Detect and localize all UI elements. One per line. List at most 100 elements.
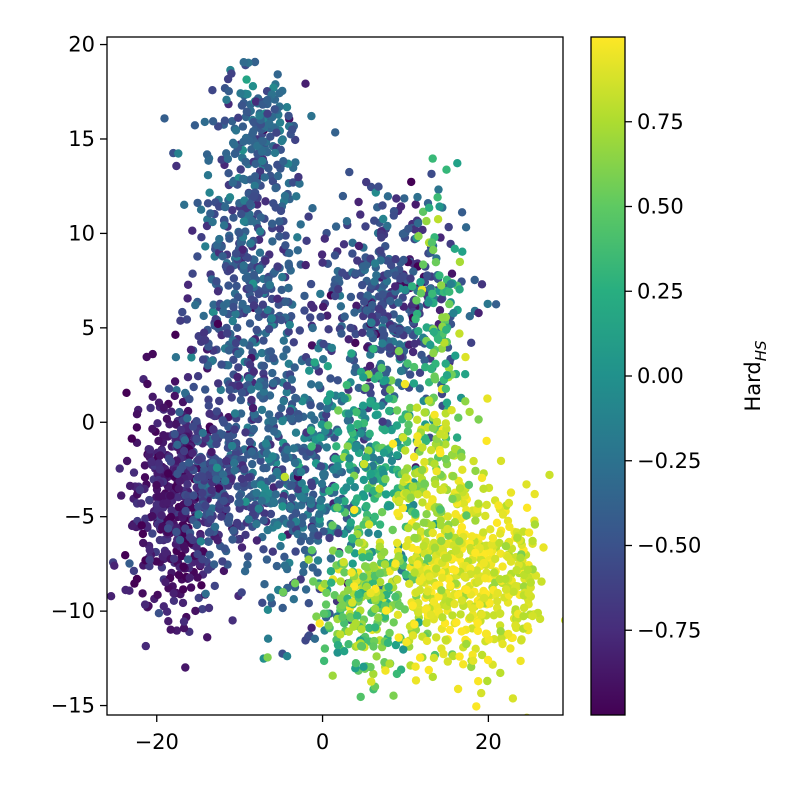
scatter-point [183,498,193,507]
scatter-point [263,634,273,643]
scatter-point [242,107,251,116]
scatter-point [110,561,119,570]
scatter-point [430,459,439,468]
scatter-point [255,227,265,236]
scatter-point [250,480,259,489]
scatter-point [415,576,424,586]
scatter-point [279,157,288,166]
scatter-point [375,520,385,529]
scatter-point [369,476,378,485]
scatter-point [268,237,277,246]
scatter-point [366,396,375,406]
scatter-point [424,665,433,675]
scatter-point [231,309,240,319]
scatter-point [333,640,343,650]
scatter-point [207,485,216,495]
scatter-point [364,520,374,529]
x-tick-label: 20 [475,730,502,754]
scatter-point [189,382,198,392]
scatter-point [316,289,325,299]
scatter-point [235,228,244,238]
scatter-point [170,377,180,386]
scatter-point [475,600,484,609]
scatter-point [430,543,440,552]
scatter-point [396,274,405,283]
y-tick-label: −10 [51,599,95,623]
scatter-point [244,283,254,293]
scatter-point [343,442,352,451]
scatter-point [449,651,458,661]
scatter-point [140,600,150,609]
scatter-point [261,197,270,206]
scatter-point [246,199,255,209]
scatter-point [296,492,305,501]
scatter-point [523,622,532,631]
scatter-point [239,137,248,146]
scatter-point [388,324,397,333]
scatter-point [263,605,273,614]
scatter-point [282,388,291,397]
scatter-point [277,532,287,542]
scatter-point [243,560,252,569]
scatter-point [206,515,215,524]
scatter-point [209,425,218,434]
scatter-point [496,456,506,466]
scatter-point [241,273,251,283]
scatter-point [172,527,181,537]
scatter-point [299,568,308,577]
scatter-point [362,306,371,315]
scatter-point [524,589,533,598]
scatter-point [211,433,220,442]
scatter-point [469,456,478,466]
scatter-point [436,429,445,439]
scatter-point [269,416,278,426]
scatter-point [228,616,237,625]
scatter-point [442,165,451,174]
scatter-point [395,601,404,611]
scatter-point [446,279,455,289]
scatter-point [357,625,366,634]
scatter-point [462,639,471,649]
scatter-point [277,285,286,295]
scatter-point [222,95,231,105]
scatter-point [319,470,328,479]
scatter-point [212,439,221,449]
colorbar-tick-label: −0.75 [637,618,701,642]
scatter-point [245,360,255,369]
scatter-point [392,421,402,430]
scatter-point [501,542,511,551]
scatter-point [220,544,229,553]
scatter-point [334,528,343,538]
scatter-point [228,206,237,215]
scatter-point [122,388,131,397]
scatter-point [217,155,226,164]
scatter-point [412,296,421,305]
scatter-point [486,525,495,534]
scatter-point [194,455,203,465]
scatter-point [242,305,251,314]
scatter-point [273,70,282,79]
scatter-point [148,349,157,359]
scatter-point [219,566,229,576]
scatter-point [428,528,437,538]
scatter-point [422,636,432,646]
scatter-point [354,197,363,207]
scatter-point [409,452,419,462]
scatter-point [325,390,335,399]
scatter-point [427,364,436,374]
scatter-point [174,149,183,158]
scatter-point [224,281,233,290]
scatter-point [219,418,228,427]
scatter-point [483,676,492,686]
scatter-point [448,611,457,620]
scatter-point [408,482,418,491]
scatter-point [347,349,356,358]
scatter-point [451,618,461,627]
scatter-point [275,217,284,226]
scatter-point [354,590,363,599]
scatter-point [238,245,247,254]
scatter-point [410,225,420,234]
scatter-point [208,117,218,126]
scatter-point [172,161,181,171]
scatter-point [203,361,213,370]
